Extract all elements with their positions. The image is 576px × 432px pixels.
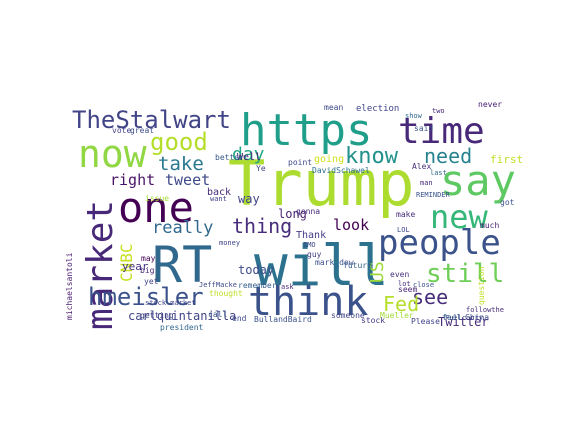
word-lol: LOL bbox=[397, 226, 410, 234]
word-president: president bbox=[160, 323, 204, 332]
word-ye: Ye bbox=[256, 164, 266, 173]
word-need: need bbox=[424, 144, 472, 168]
word-end: end bbox=[232, 314, 247, 323]
word-know: know bbox=[345, 144, 399, 169]
word-show: show bbox=[405, 112, 423, 120]
word-china: China bbox=[465, 313, 489, 322]
word-fullcarry: Fullcarry bbox=[445, 314, 483, 322]
word-right: right bbox=[110, 171, 155, 189]
word-imo: IMO bbox=[303, 241, 316, 249]
word-us: US bbox=[367, 261, 388, 283]
word-gonna: gonna bbox=[296, 207, 320, 216]
word-better: better bbox=[215, 153, 244, 162]
word-one: one bbox=[118, 183, 194, 232]
word-point: point bbox=[288, 158, 312, 167]
word-thank: Thank bbox=[296, 230, 326, 241]
word-now: now bbox=[78, 132, 147, 176]
word-bullandbaird: BullandBaird bbox=[254, 315, 312, 324]
word-year: year bbox=[122, 260, 149, 273]
word-back: back bbox=[207, 187, 231, 198]
word-thestalwart: TheStalwart bbox=[72, 106, 231, 134]
word-cnbc: CNBC bbox=[117, 243, 136, 282]
word-new: new bbox=[430, 198, 489, 236]
word-alex: Alex bbox=[412, 162, 431, 171]
word-may: may bbox=[141, 254, 156, 263]
word-thought: thought bbox=[209, 289, 243, 298]
word-much: much bbox=[480, 221, 499, 230]
word-call: call bbox=[208, 310, 227, 319]
word-long: long bbox=[278, 207, 307, 221]
word-market: market bbox=[80, 200, 121, 330]
word-thing: thing bbox=[232, 214, 292, 238]
word-vote: vote bbox=[112, 126, 131, 135]
word-lot: lot bbox=[398, 280, 411, 288]
word-rt: RT bbox=[152, 236, 212, 294]
word-michaelsantoli: michaelsantoli bbox=[65, 252, 74, 320]
word-said: said bbox=[414, 124, 433, 133]
word-take: take bbox=[158, 153, 204, 175]
word-issue: issue bbox=[145, 194, 169, 203]
word-reminder: REMINDER bbox=[416, 191, 451, 199]
word-want: want bbox=[210, 195, 227, 203]
word-stock: stock bbox=[361, 316, 385, 325]
word-today: today bbox=[238, 263, 274, 277]
word-see: see bbox=[412, 285, 448, 309]
word-mueller: Mueller bbox=[380, 311, 414, 320]
word-never: never bbox=[478, 100, 502, 109]
word-look: look bbox=[333, 216, 369, 234]
word-yet: yet bbox=[144, 277, 159, 286]
word-hmeisler: hmeisler bbox=[88, 283, 204, 311]
word-question: question bbox=[477, 266, 486, 305]
word-time: time bbox=[398, 111, 485, 152]
word-trump: Trump bbox=[228, 147, 415, 220]
word-still: still bbox=[426, 259, 504, 289]
word-future: future bbox=[343, 261, 372, 270]
word-mean: mean bbox=[324, 103, 343, 112]
word-twitter: Twitter bbox=[438, 315, 489, 329]
word-man: man bbox=[420, 179, 433, 187]
word-really: really bbox=[152, 218, 213, 238]
word-tweet: tweet bbox=[165, 171, 210, 189]
word-people: people bbox=[378, 223, 501, 263]
word-mark-dow: mark_dow bbox=[315, 258, 354, 267]
word-well: Well bbox=[237, 152, 261, 163]
word-even: even bbox=[390, 270, 409, 279]
word-way: way bbox=[238, 192, 260, 206]
word-seem: seem bbox=[398, 285, 417, 294]
word-followthe: followthe bbox=[466, 306, 504, 314]
word-guy: guy bbox=[307, 250, 322, 259]
word-jeffmacke: JeffMacke bbox=[199, 281, 237, 289]
word-say: say bbox=[440, 156, 516, 205]
word-remember: remember bbox=[238, 281, 277, 290]
word-https: https bbox=[240, 105, 372, 156]
word-going: going bbox=[314, 154, 344, 165]
word-great: great bbox=[130, 126, 154, 135]
word-two: two bbox=[432, 107, 445, 115]
word-carlquintanilla: carlquintanilla bbox=[128, 309, 236, 323]
word-money: money bbox=[219, 239, 240, 247]
word-davidschawel: DavidSchawel bbox=[312, 166, 370, 175]
word-got: got bbox=[500, 198, 515, 207]
word-day: day bbox=[232, 144, 265, 165]
word-feel: feel bbox=[442, 313, 461, 322]
word-make: make bbox=[396, 210, 415, 219]
word-think: think bbox=[248, 279, 368, 325]
word-close: close bbox=[413, 281, 434, 289]
word-good: good bbox=[150, 128, 208, 156]
word-fed: Fed bbox=[383, 292, 419, 316]
word-will: will bbox=[254, 234, 389, 299]
word-big: big bbox=[140, 266, 155, 275]
word-first: first bbox=[490, 153, 523, 166]
word-getting: getting bbox=[140, 311, 174, 320]
word-last: last bbox=[430, 169, 447, 177]
word-ask: ask bbox=[281, 283, 294, 291]
word-stock-market: stock market bbox=[145, 299, 196, 307]
word-please: Please bbox=[411, 317, 440, 326]
word-someone: someone bbox=[331, 311, 365, 320]
word-election: election bbox=[356, 104, 399, 114]
